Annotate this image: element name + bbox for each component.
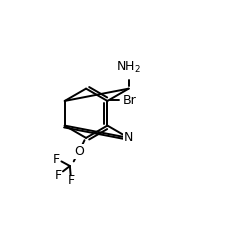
Text: F: F bbox=[53, 153, 60, 166]
Text: O: O bbox=[74, 145, 84, 158]
Text: N: N bbox=[123, 131, 133, 144]
Text: F: F bbox=[68, 174, 75, 187]
Text: F: F bbox=[54, 169, 62, 182]
Text: NH$_2$: NH$_2$ bbox=[116, 60, 141, 75]
Text: Br: Br bbox=[122, 94, 136, 107]
